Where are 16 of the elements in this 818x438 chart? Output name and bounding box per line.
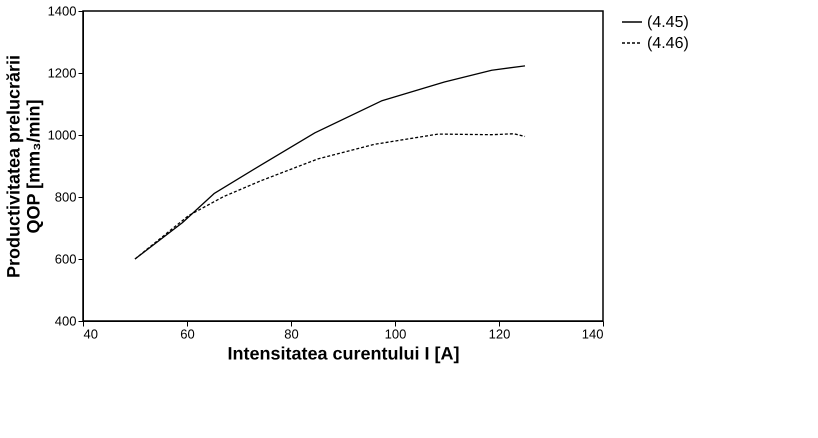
y-axis-title: Productivitatea prelucrării QOP [mm₃/min]	[4, 54, 44, 278]
x-tick-label: 60	[180, 326, 195, 342]
x-tick-label: 140	[582, 326, 604, 342]
x-tick-label: 80	[284, 326, 299, 342]
y-tick-label: 1200	[48, 66, 76, 80]
x-axis-title: Intensitatea curentului I [A]	[227, 344, 460, 364]
legend-label: (4.45)	[647, 14, 689, 31]
y-tick-label: 400	[54, 314, 76, 328]
y-tick-label: 800	[54, 190, 76, 204]
x-tick-label: 120	[488, 326, 510, 342]
x-tick-label: 40	[84, 326, 98, 342]
x-tick-label: 100	[384, 326, 406, 342]
legend-label: (4.46)	[647, 35, 689, 52]
y-tick-label: 1400	[48, 4, 76, 18]
y-tick-label: 600	[54, 252, 76, 266]
y-tick-label: 1000	[48, 128, 76, 142]
